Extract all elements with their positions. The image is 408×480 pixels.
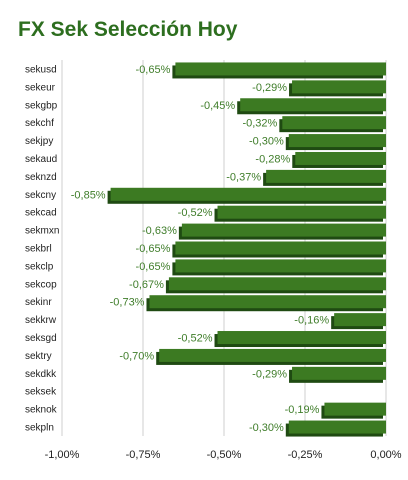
data-label: -0,52% — [178, 333, 213, 345]
data-label: -0,65% — [136, 64, 171, 76]
data-label: -0,32% — [242, 118, 277, 130]
data-label: -0,28% — [255, 153, 290, 165]
bar — [240, 98, 386, 112]
category-label: sekgbp — [25, 100, 58, 111]
category-label: sekclp — [25, 261, 54, 272]
bar — [175, 62, 386, 76]
category-label: sekcny — [25, 190, 56, 201]
bar — [288, 134, 386, 148]
x-tick-label: -0,75% — [126, 449, 161, 461]
bar — [324, 402, 386, 416]
category-label: sekinr — [25, 297, 52, 308]
x-tick-label: 0,00% — [370, 449, 401, 461]
bar — [282, 116, 386, 130]
chart-title: FX Sek Selección Hoy — [18, 18, 238, 41]
x-tick-label: -1,00% — [45, 449, 80, 461]
bar — [175, 259, 386, 273]
data-label: -0,16% — [294, 315, 329, 327]
category-label: sekchf — [25, 118, 54, 129]
x-tick-label: -0,50% — [207, 449, 242, 461]
bar — [292, 366, 386, 380]
bar — [175, 241, 386, 255]
category-label: sekpln — [25, 423, 54, 434]
bar — [217, 205, 386, 219]
data-label: -0,65% — [136, 261, 171, 273]
category-label: sekjpy — [25, 136, 53, 147]
category-label: seknzd — [25, 172, 57, 183]
category-label: sekusd — [25, 64, 57, 75]
category-label: seksek — [25, 387, 57, 398]
category-label: seknok — [25, 405, 58, 416]
data-label: -0,30% — [249, 422, 284, 434]
data-label: -0,30% — [249, 136, 284, 148]
category-label: sekeur — [25, 82, 56, 93]
category-label: sekkrw — [25, 315, 57, 326]
bar — [168, 277, 386, 291]
category-label: seksgd — [25, 333, 57, 344]
bar — [266, 169, 386, 183]
data-label: -0,29% — [252, 82, 287, 94]
category-label: sekbrl — [25, 244, 52, 255]
category-label: sekcop — [25, 279, 57, 290]
data-label: -0,70% — [119, 350, 154, 362]
bar — [217, 331, 386, 345]
bar — [159, 348, 386, 362]
data-label: -0,73% — [110, 297, 145, 309]
data-label: -0,52% — [178, 207, 213, 219]
category-label: sektry — [25, 351, 52, 362]
data-label: -0,63% — [142, 225, 177, 237]
bar — [288, 420, 386, 434]
category-label: sekmxn — [25, 226, 59, 237]
bar — [292, 80, 386, 94]
data-label: -0,29% — [252, 368, 287, 380]
category-label: sekdkk — [25, 369, 57, 380]
bar — [110, 187, 386, 201]
category-label: sekaud — [25, 154, 57, 165]
bar — [181, 223, 386, 237]
category-label: sekcad — [25, 208, 57, 219]
data-label: -0,37% — [226, 171, 261, 183]
bar — [149, 295, 386, 309]
data-label: -0,67% — [129, 279, 164, 291]
data-label: -0,45% — [200, 100, 235, 112]
data-label: -0,19% — [285, 404, 320, 416]
data-label: -0,85% — [71, 189, 106, 201]
bar — [295, 151, 386, 165]
data-label: -0,65% — [136, 243, 171, 255]
bar — [334, 313, 386, 327]
x-tick-label: -0,25% — [288, 449, 323, 461]
